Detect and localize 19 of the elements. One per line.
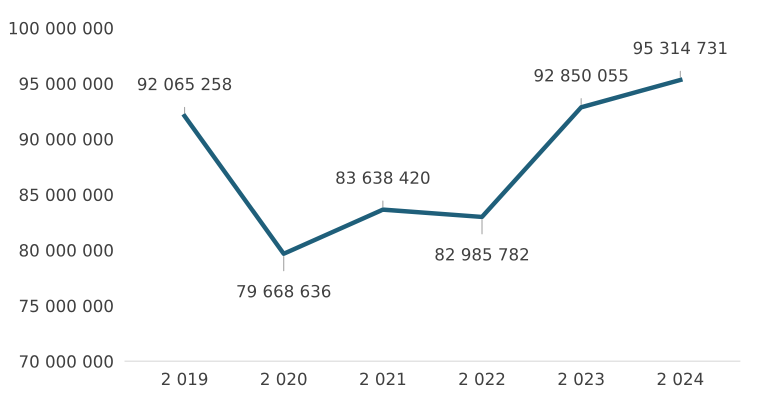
text: 92 065 258 [138,78,232,90]
y-tick-label: 100 000 000 [10,22,113,34]
x-tick-label: 2 022 [459,372,504,386]
y-tick-label: 85 000 000 [20,188,113,202]
text: 79 668 636 [237,284,330,298]
y-tick-label: 95 000 000 [20,77,113,90]
y-tick-label: 90 000 000 [20,132,113,146]
x-tick-label: 2 021 [360,372,406,386]
x-tick-label: 2 020 [261,372,306,386]
y-tick-label: 75 000 000 [20,300,113,312]
y-tick-label: 70 000 000 [20,355,113,368]
text: 95 314 731 [634,42,726,54]
text: 83 638 420 [336,171,430,184]
text: 82 985 782 [435,248,528,261]
text: 92 850 055 [534,68,628,82]
x-tick-label: 2 024 [658,372,704,386]
x-tick-label: 2 023 [558,372,604,386]
y-tick-label: 80 000 000 [20,244,113,257]
x-tick-label: 2 019 [162,372,208,386]
